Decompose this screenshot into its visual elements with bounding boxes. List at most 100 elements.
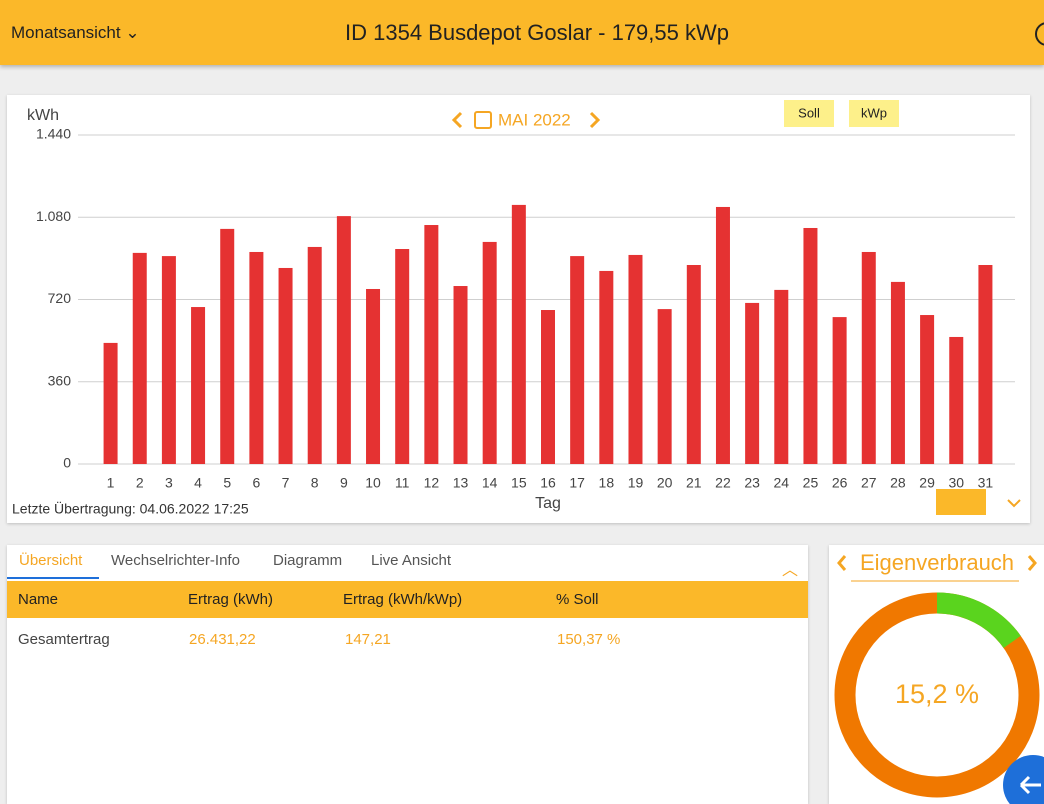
table-header-cell: Name: [18, 591, 59, 608]
bar: [395, 249, 410, 464]
back-button[interactable]: [1003, 755, 1044, 804]
table-header-cell: % Soll: [556, 591, 599, 608]
bar: [307, 246, 322, 464]
x-tick-label: 23: [744, 475, 760, 491]
x-tick-label: 7: [282, 475, 290, 491]
view-select[interactable]: Monatsansicht ⌄: [11, 23, 140, 42]
bar: [949, 336, 964, 464]
x-tick-label: 18: [599, 475, 615, 491]
bar: [249, 251, 264, 464]
bar: [278, 267, 293, 464]
table-cell: 150,37 %: [557, 631, 621, 648]
x-tick-label: 14: [482, 475, 498, 491]
bar: [715, 206, 730, 464]
bar: [541, 310, 555, 464]
table-header: [7, 581, 808, 618]
soll-button[interactable]: [784, 100, 834, 127]
x-tick-label: 1: [107, 475, 115, 491]
prev-month[interactable]: [451, 111, 463, 129]
bar: [832, 317, 847, 464]
bar: [803, 227, 818, 464]
x-tick-label: 17: [569, 475, 585, 491]
bar: [978, 265, 993, 464]
bar: [132, 252, 147, 464]
bar: [599, 270, 614, 464]
x-tick-label: 4: [194, 475, 202, 491]
page-title: ID 1354 Busdepot Goslar - 179,55 kWp: [345, 20, 729, 45]
bar: [628, 254, 643, 464]
x-tick-label: 29: [919, 475, 935, 491]
x-tick-label: 30: [948, 475, 964, 491]
table-header-cell: Ertrag (kWh/kWp): [343, 591, 463, 608]
chart: kWh Tag Letzte Übertragung: 04.06.2022 1…: [12, 100, 1021, 517]
y-tick-label: 1.440: [36, 126, 71, 142]
bar: [220, 228, 235, 464]
next-button[interactable]: [1027, 555, 1037, 571]
x-tick-label: 8: [311, 475, 319, 491]
bar: [890, 281, 905, 464]
donut-segment: [834, 592, 1040, 798]
tab[interactable]: Übersicht: [19, 552, 83, 569]
table-cell: Gesamtertrag: [18, 631, 110, 648]
x-tick-label: 27: [861, 475, 877, 491]
soll-button-label: Soll: [798, 105, 820, 120]
y-tick-label: 0: [63, 455, 71, 471]
x-tick-label: 19: [628, 475, 644, 491]
bar: [570, 256, 585, 464]
table-cell: 26.431,22: [189, 631, 256, 648]
bar: [366, 288, 381, 464]
view-label: Monatsansicht: [11, 23, 121, 42]
last-transfer: Letzte Übertragung: 04.06.2022 17:25: [12, 500, 249, 517]
x-tick-label: 31: [978, 475, 994, 491]
x-tick-label: 26: [832, 475, 848, 491]
bar: [657, 309, 672, 464]
x-tick-label: 11: [395, 475, 410, 491]
bar: [453, 286, 468, 464]
tab[interactable]: Live Ansicht: [371, 552, 452, 569]
x-tick-label: 21: [686, 475, 702, 491]
month-label[interactable]: MAI 2022: [498, 110, 571, 129]
tab[interactable]: Diagramm: [273, 552, 343, 569]
next-month[interactable]: [589, 111, 601, 129]
bar: [161, 256, 176, 464]
prev-button[interactable]: [837, 555, 847, 571]
bar: [774, 289, 789, 464]
bar: [191, 307, 206, 464]
x-tick-label: 25: [803, 475, 819, 491]
header: Monatsansicht ⌄ ID 1354 Busdepot Goslar …: [0, 0, 1044, 65]
x-tick-label: 22: [715, 475, 731, 491]
table-header-cell: Ertrag (kWh): [188, 591, 274, 608]
x-tick-label: 16: [540, 475, 556, 491]
tab[interactable]: Wechselrichter-Info: [111, 552, 240, 569]
x-tick-label: 28: [890, 475, 906, 491]
table-cell: 147,21: [345, 631, 391, 648]
collapse-icon[interactable]: ︿: [782, 562, 799, 579]
donut-value: 15,2 %: [895, 679, 979, 709]
kwp-button-label: kWp: [861, 105, 887, 120]
tab-indicator: [7, 577, 99, 579]
bar: [686, 265, 701, 464]
back-arrow: [1019, 775, 1041, 795]
bar: [482, 241, 497, 464]
bar: [511, 204, 526, 464]
expand-icon[interactable]: [1007, 499, 1021, 508]
kwp-button[interactable]: [849, 100, 899, 127]
x-tick-label: 5: [223, 475, 231, 491]
bar: [336, 216, 351, 464]
x-tick-label: 24: [774, 475, 790, 491]
x-tick-label: 2: [136, 475, 144, 491]
x-tick-label: 3: [165, 475, 173, 491]
x-axis-label: Tag: [535, 495, 561, 512]
calendar-icon: [474, 111, 492, 129]
x-tick-label: 9: [340, 475, 348, 491]
export-button[interactable]: [936, 489, 986, 515]
bar: [103, 342, 118, 464]
y-axis-label: kWh: [27, 107, 59, 124]
donut: Eigenverbrauch 15,2 %: [834, 550, 1044, 804]
y-tick-label: 360: [48, 372, 72, 388]
x-tick-label: 10: [365, 475, 381, 491]
y-tick-label: 720: [48, 290, 72, 306]
bar: [861, 251, 876, 464]
donut-title: Eigenverbrauch: [860, 550, 1014, 575]
